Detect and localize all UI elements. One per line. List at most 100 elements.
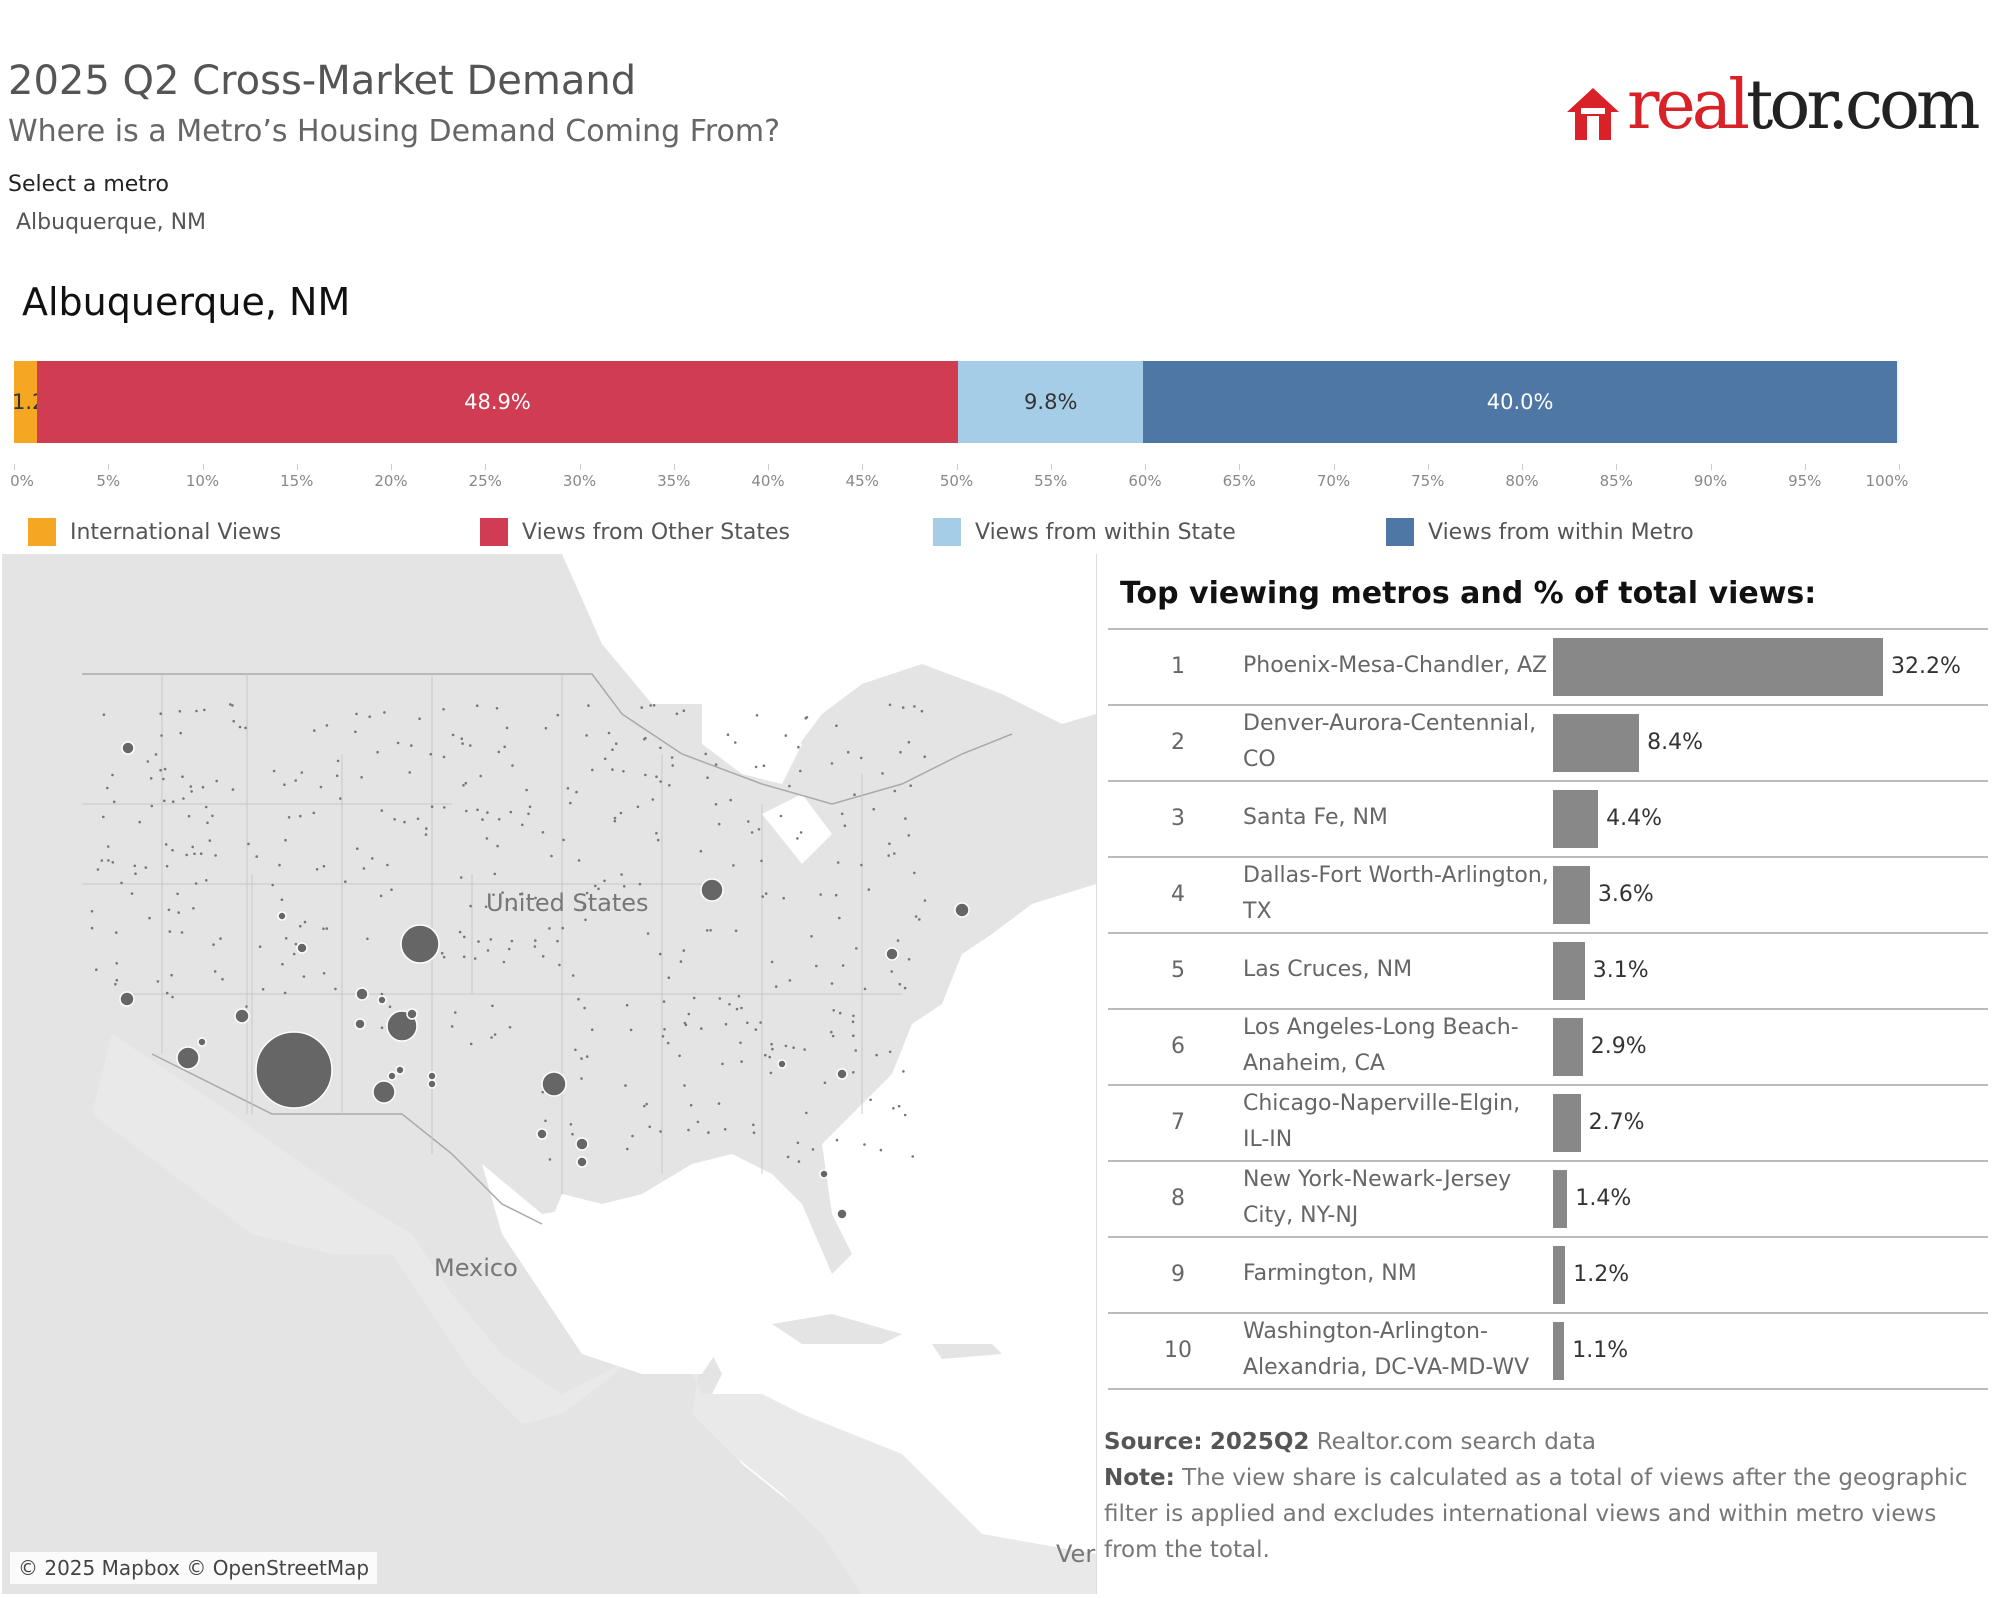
share-segment-international-views[interactable]: 1.2% — [12, 361, 65, 443]
metro-bubble[interactable] — [536, 1128, 548, 1140]
axis-tick-mark — [296, 464, 298, 470]
metro-heading: Albuquerque, NM — [22, 280, 351, 324]
metro-bubble[interactable] — [777, 1059, 787, 1069]
row-metro-name: Las Cruces, NM — [1243, 957, 1413, 982]
share-segment-views-from-other-states[interactable]: 48.9% — [36, 361, 959, 443]
realtor-logo: realtor.com — [1565, 66, 1995, 150]
metro-bubble[interactable] — [121, 741, 135, 755]
source-note: Source: 2025Q2 Realtor.com search data N… — [1104, 1424, 1994, 1568]
row-metro-name: Los Angeles-Long Beach-Anaheim, CA — [1243, 1015, 1519, 1076]
row-share-value: 1.1% — [1572, 1337, 1629, 1363]
legend-swatch — [28, 518, 56, 546]
row-share-value: 4.4% — [1606, 805, 1662, 831]
row-share-bar[interactable] — [1553, 790, 1599, 848]
metro-bubble[interactable] — [296, 942, 308, 954]
metro-bubble[interactable] — [700, 878, 724, 902]
metro-bubble[interactable] — [387, 1071, 397, 1081]
city-dots — [90, 703, 927, 1163]
table-row[interactable]: 5 Las Cruces, NM 3.1% — [1108, 932, 1988, 1010]
metro-bubble[interactable] — [197, 1037, 207, 1047]
share-segment-views-from-within-state[interactable]: 9.8% — [958, 361, 1144, 443]
axis-tick-mark — [1616, 464, 1618, 470]
row-share-value: 2.9% — [1590, 1033, 1647, 1059]
share-segment-views-from-within-metro[interactable]: 40.0% — [1143, 361, 1898, 443]
table-row[interactable]: 1 Phoenix-Mesa-Chandler, AZ 32.2% — [1108, 628, 1988, 706]
map-attribution[interactable]: © 2025 Mapbox © OpenStreetMap — [10, 1552, 378, 1584]
metro-bubble[interactable] — [954, 902, 970, 918]
metro-bubble[interactable] — [406, 1008, 418, 1020]
metro-bubble[interactable] — [819, 1169, 829, 1179]
metro-bubble[interactable] — [836, 1208, 848, 1220]
metro-bubble[interactable] — [119, 991, 135, 1007]
axis-tick-mark — [485, 464, 487, 470]
table-row[interactable]: 4 Dallas-Fort Worth-Arlington, TX 3.6% — [1108, 856, 1988, 934]
metro-bubble[interactable] — [355, 987, 369, 1001]
axis-tick-label: 30% — [562, 472, 597, 490]
row-share-value: 1.2% — [1573, 1261, 1630, 1287]
row-share-bar[interactable] — [1553, 1246, 1566, 1304]
row-share-bar[interactable] — [1553, 638, 1883, 696]
row-share-value: 32.2% — [1891, 653, 1961, 679]
legend-item[interactable]: Views from within State — [933, 518, 1236, 546]
row-rank: 7 — [1171, 1109, 1185, 1135]
row-share-bar[interactable] — [1553, 1322, 1565, 1380]
metro-select-dropdown[interactable]: Albuquerque, NM — [16, 210, 207, 235]
metro-bubble[interactable] — [372, 1080, 396, 1104]
row-rank: 2 — [1171, 729, 1185, 755]
metro-bubble[interactable] — [377, 995, 387, 1005]
metro-bubble[interactable] — [354, 1018, 366, 1030]
row-share-bar[interactable] — [1553, 866, 1590, 924]
metro-bubble[interactable] — [836, 1068, 848, 1080]
legend-item[interactable]: Views from within Metro — [1386, 518, 1694, 546]
metro-bubble[interactable] — [277, 911, 287, 921]
metro-bubble[interactable] — [576, 1156, 588, 1168]
metro-bubble[interactable] — [255, 1031, 333, 1109]
axis-tick-label: 10% — [185, 472, 220, 490]
table-row[interactable]: 7 Chicago-Naperville-Elgin, IL-IN 2.7% — [1108, 1084, 1988, 1162]
map-canvas[interactable] — [2, 554, 1096, 1594]
axis-tick-label: 20% — [374, 472, 408, 490]
share-segment-label: 9.8% — [1024, 390, 1078, 414]
metro-bubble[interactable] — [176, 1046, 200, 1070]
metro-bubble[interactable] — [400, 924, 440, 964]
row-share-bar[interactable] — [1553, 714, 1640, 772]
source-line: Source: 2025Q2 Realtor.com search data — [1104, 1429, 1596, 1455]
row-share-value: 1.4% — [1575, 1185, 1632, 1211]
table-row[interactable]: 2 Denver-Aurora-Centennial, CO 8.4% — [1108, 704, 1988, 782]
metro-bubble[interactable] — [885, 947, 899, 961]
axis-tick-mark — [14, 464, 15, 470]
metro-bubbles[interactable] — [119, 741, 970, 1220]
row-metro-name: Phoenix-Mesa-Chandler, AZ — [1243, 653, 1548, 678]
metro-bubble[interactable] — [427, 1079, 437, 1089]
metro-bubble[interactable] — [427, 1071, 437, 1081]
table-row[interactable]: 6 Los Angeles-Long Beach-Anaheim, CA 2.9% — [1108, 1008, 1988, 1086]
legend-item[interactable]: Views from Other States — [480, 518, 790, 546]
metro-bubble[interactable] — [234, 1008, 250, 1024]
table-row[interactable]: 10 Washington-Arlington-Alexandria, DC-VA… — [1108, 1312, 1988, 1390]
row-share-bar[interactable] — [1553, 1170, 1568, 1228]
row-rank: 1 — [1171, 653, 1185, 679]
metro-bubble[interactable] — [395, 1065, 405, 1075]
row-share-bar[interactable] — [1553, 1018, 1583, 1076]
map-label-united-states: United States — [486, 889, 649, 917]
row-share-bar[interactable] — [1553, 942, 1585, 1000]
axis-tick-label: 80% — [1505, 472, 1539, 490]
axis-tick-mark — [1050, 464, 1052, 470]
row-share-bar[interactable] — [1553, 1094, 1581, 1152]
table-row[interactable]: 8 New York-Newark-Jersey City, NY-NJ 1.4% — [1108, 1160, 1988, 1238]
legend-item[interactable]: International Views — [28, 518, 281, 546]
table-row[interactable]: 3 Santa Fe, NM 4.4% — [1108, 780, 1988, 858]
legend-swatch — [933, 518, 961, 546]
axis-tick-label: 75% — [1411, 472, 1445, 490]
axis-tick-mark — [1145, 464, 1146, 470]
metro-bubble[interactable] — [541, 1071, 567, 1097]
axis-tick-mark — [1804, 464, 1806, 470]
demand-map[interactable]: United States Mexico Ver — [2, 554, 1097, 1594]
metro-bubble[interactable] — [575, 1137, 589, 1151]
row-rank: 3 — [1171, 805, 1185, 831]
share-segment-label: 48.9% — [464, 390, 531, 414]
demand-share-bar: 1.2% 48.9% 9.8% 40.0% — [12, 361, 1899, 443]
row-metro-name: Denver-Aurora-Centennial, CO — [1243, 711, 1537, 772]
table-row[interactable]: 9 Farmington, NM 1.2% — [1108, 1236, 1988, 1314]
axis-tick-label: 50% — [939, 472, 974, 490]
